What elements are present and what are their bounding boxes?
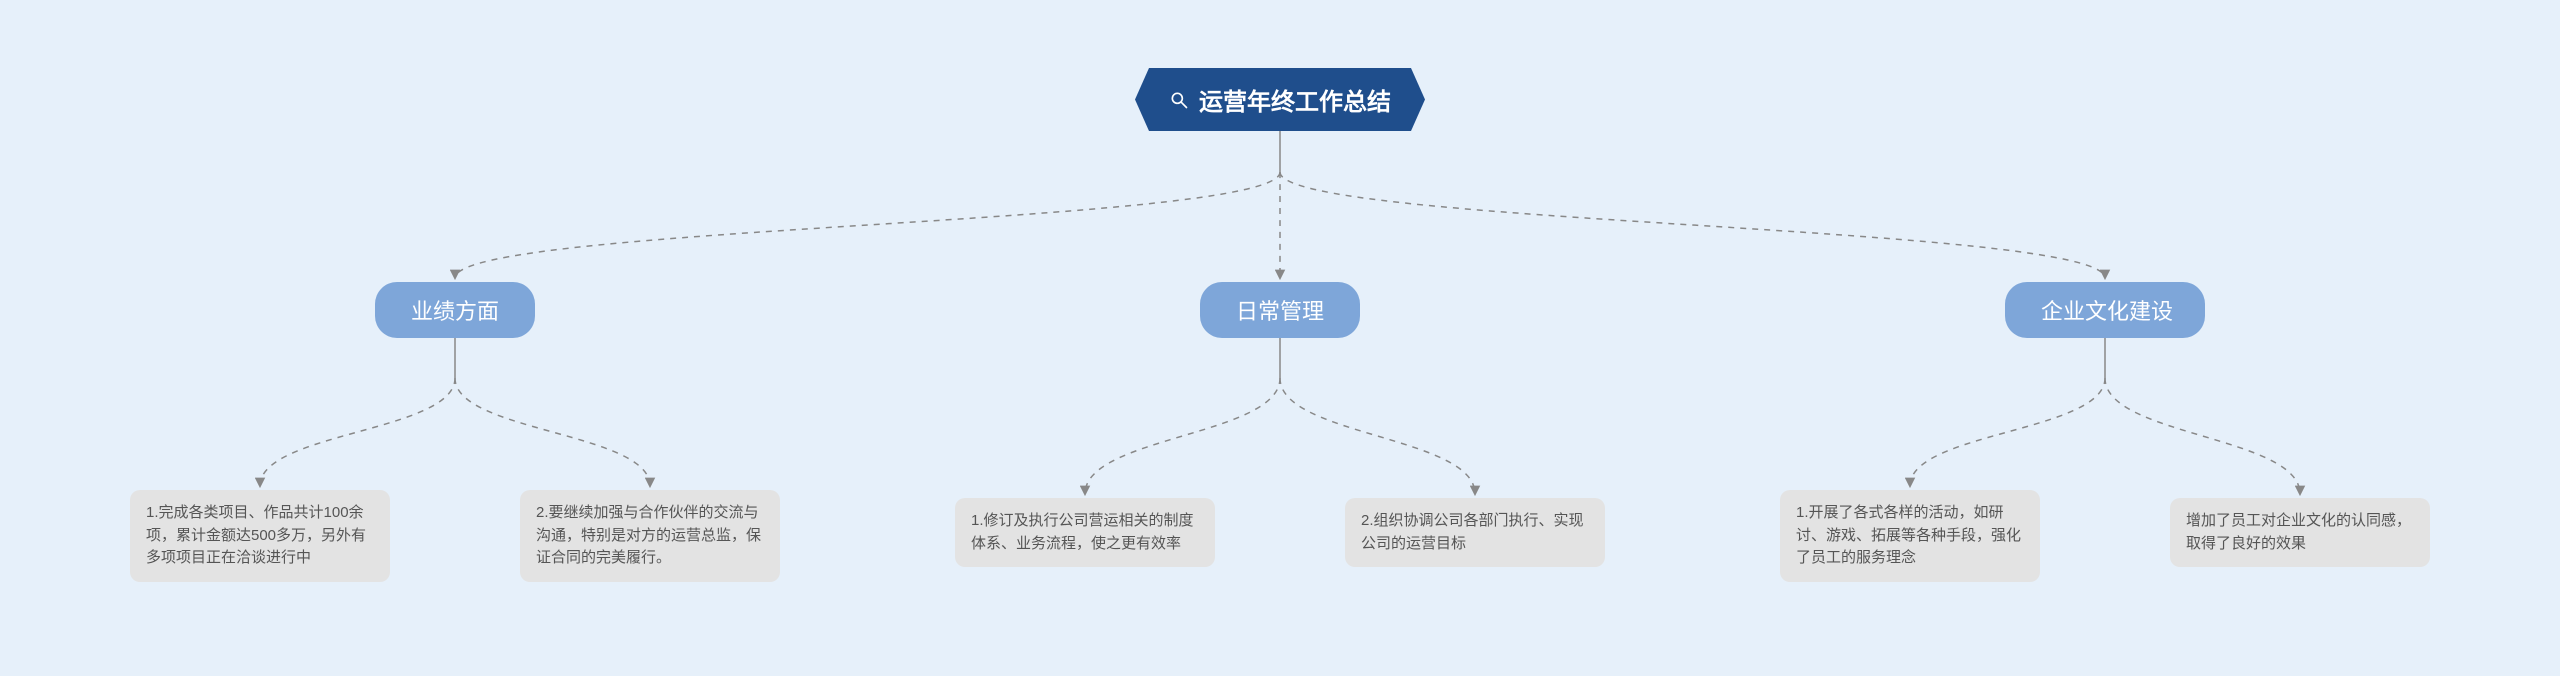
leaf-text: 2.组织协调公司各部门执行、实现公司的运营目标 <box>1361 512 1584 552</box>
root-node: 运营年终工作总结 <box>1135 68 1425 131</box>
magnifier-icon <box>1169 90 1189 110</box>
root-label: 运营年终工作总结 <box>1199 82 1391 117</box>
leaf-text: 2.要继续加强与合作伙伴的交流与沟通，特别是对方的运营总监，保证合同的完美履行。 <box>536 504 761 566</box>
leaf-item: 1.开展了各式各样的活动，如研讨、游戏、拓展等各种手段，强化了员工的服务理念 <box>1780 490 2040 582</box>
leaf-text: 增加了员工对企业文化的认同感，取得了良好的效果 <box>2186 512 2411 552</box>
leaf-item: 1.修订及执行公司营运相关的制度体系、业务流程，使之更有效率 <box>955 498 1215 567</box>
branch-label: 企业文化建设 <box>2041 299 2173 324</box>
leaf-item: 2.组织协调公司各部门执行、实现公司的运营目标 <box>1345 498 1605 567</box>
branch-corporate-culture: 企业文化建设 <box>2005 282 2205 338</box>
leaf-text: 1.修订及执行公司营运相关的制度体系、业务流程，使之更有效率 <box>971 512 1194 552</box>
leaf-item: 2.要继续加强与合作伙伴的交流与沟通，特别是对方的运营总监，保证合同的完美履行。 <box>520 490 780 582</box>
leaf-text: 1.完成各类项目、作品共计100余项，累计金额达500多万，另外有多项项目正在洽… <box>146 504 366 566</box>
branch-label: 日常管理 <box>1236 299 1324 324</box>
leaf-text: 1.开展了各式各样的活动，如研讨、游戏、拓展等各种手段，强化了员工的服务理念 <box>1796 504 2021 566</box>
leaf-item: 增加了员工对企业文化的认同感，取得了良好的效果 <box>2170 498 2430 567</box>
branch-daily-management: 日常管理 <box>1200 282 1360 338</box>
branch-label: 业绩方面 <box>411 299 499 324</box>
branch-performance: 业绩方面 <box>375 282 535 338</box>
leaf-item: 1.完成各类项目、作品共计100余项，累计金额达500多万，另外有多项项目正在洽… <box>130 490 390 582</box>
